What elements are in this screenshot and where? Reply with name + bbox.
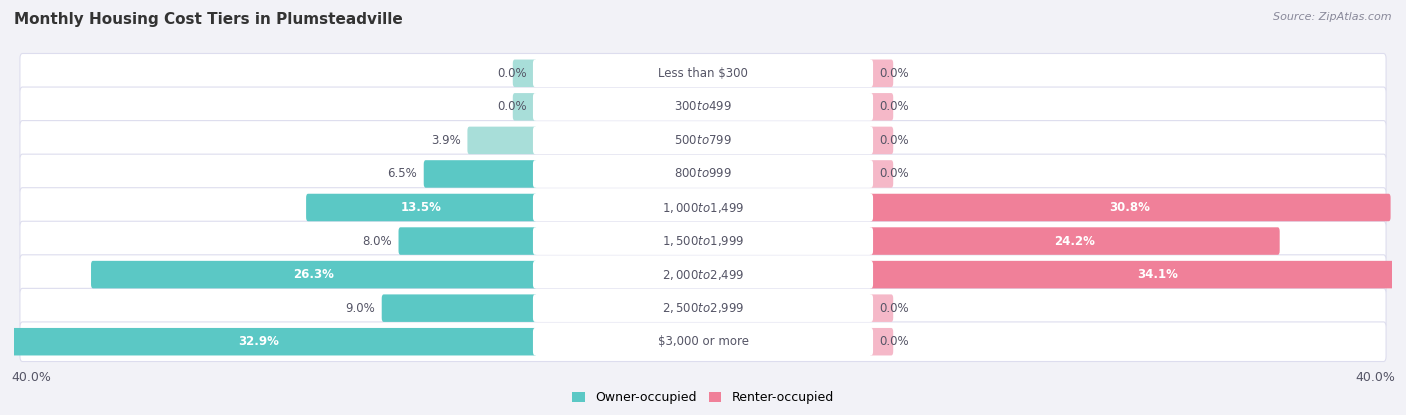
FancyBboxPatch shape	[381, 294, 537, 322]
FancyBboxPatch shape	[533, 127, 873, 154]
Text: $3,000 or more: $3,000 or more	[658, 335, 748, 348]
FancyBboxPatch shape	[869, 261, 1406, 288]
FancyBboxPatch shape	[869, 160, 893, 188]
FancyBboxPatch shape	[20, 255, 1386, 294]
FancyBboxPatch shape	[869, 194, 1391, 221]
Text: 26.3%: 26.3%	[294, 268, 335, 281]
Text: 0.0%: 0.0%	[879, 335, 910, 348]
FancyBboxPatch shape	[869, 93, 893, 121]
Text: $1,000 to $1,499: $1,000 to $1,499	[662, 200, 744, 215]
FancyBboxPatch shape	[91, 261, 537, 288]
Text: $2,000 to $2,499: $2,000 to $2,499	[662, 268, 744, 282]
FancyBboxPatch shape	[533, 261, 873, 288]
Text: 0.0%: 0.0%	[496, 100, 527, 113]
FancyBboxPatch shape	[20, 322, 1386, 361]
FancyBboxPatch shape	[869, 328, 893, 356]
FancyBboxPatch shape	[423, 160, 537, 188]
Text: 8.0%: 8.0%	[363, 234, 392, 248]
Text: 0.0%: 0.0%	[879, 167, 910, 181]
Text: $500 to $799: $500 to $799	[673, 134, 733, 147]
Text: 3.9%: 3.9%	[432, 134, 461, 147]
FancyBboxPatch shape	[533, 93, 873, 121]
FancyBboxPatch shape	[869, 59, 893, 87]
Text: 0.0%: 0.0%	[496, 67, 527, 80]
FancyBboxPatch shape	[869, 227, 1279, 255]
Text: 9.0%: 9.0%	[346, 302, 375, 315]
FancyBboxPatch shape	[20, 188, 1386, 227]
FancyBboxPatch shape	[533, 59, 873, 87]
FancyBboxPatch shape	[467, 127, 537, 154]
FancyBboxPatch shape	[0, 328, 537, 356]
FancyBboxPatch shape	[513, 59, 537, 87]
Text: 24.2%: 24.2%	[1054, 234, 1095, 248]
FancyBboxPatch shape	[533, 294, 873, 322]
FancyBboxPatch shape	[533, 328, 873, 356]
Text: 0.0%: 0.0%	[879, 134, 910, 147]
Text: $800 to $999: $800 to $999	[673, 167, 733, 181]
Text: 30.8%: 30.8%	[1109, 201, 1150, 214]
Text: Source: ZipAtlas.com: Source: ZipAtlas.com	[1274, 12, 1392, 22]
FancyBboxPatch shape	[307, 194, 537, 221]
Text: 32.9%: 32.9%	[238, 335, 278, 348]
FancyBboxPatch shape	[20, 288, 1386, 328]
FancyBboxPatch shape	[20, 54, 1386, 93]
FancyBboxPatch shape	[20, 87, 1386, 127]
Legend: Owner-occupied, Renter-occupied: Owner-occupied, Renter-occupied	[568, 386, 838, 410]
FancyBboxPatch shape	[20, 154, 1386, 194]
Text: Less than $300: Less than $300	[658, 67, 748, 80]
Text: $300 to $499: $300 to $499	[673, 100, 733, 113]
FancyBboxPatch shape	[398, 227, 537, 255]
FancyBboxPatch shape	[533, 194, 873, 221]
Text: 34.1%: 34.1%	[1137, 268, 1178, 281]
Text: $1,500 to $1,999: $1,500 to $1,999	[662, 234, 744, 248]
Text: 0.0%: 0.0%	[879, 302, 910, 315]
Text: $2,500 to $2,999: $2,500 to $2,999	[662, 301, 744, 315]
Text: 0.0%: 0.0%	[879, 67, 910, 80]
Text: 6.5%: 6.5%	[388, 167, 418, 181]
FancyBboxPatch shape	[513, 93, 537, 121]
FancyBboxPatch shape	[20, 121, 1386, 160]
FancyBboxPatch shape	[533, 227, 873, 255]
FancyBboxPatch shape	[20, 221, 1386, 261]
Text: 13.5%: 13.5%	[401, 201, 441, 214]
Text: 0.0%: 0.0%	[879, 100, 910, 113]
Text: Monthly Housing Cost Tiers in Plumsteadville: Monthly Housing Cost Tiers in Plumsteadv…	[14, 12, 402, 27]
FancyBboxPatch shape	[869, 294, 893, 322]
FancyBboxPatch shape	[869, 127, 893, 154]
FancyBboxPatch shape	[533, 160, 873, 188]
